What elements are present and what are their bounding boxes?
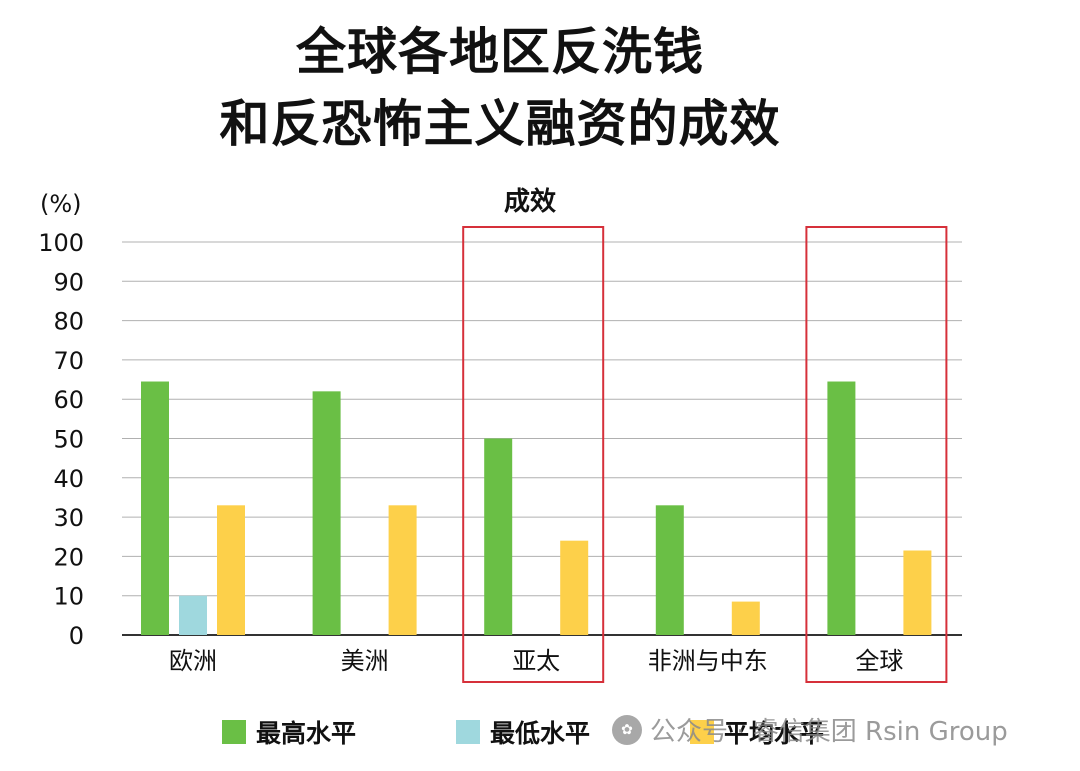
y-tick-label: 90 [53, 268, 84, 296]
x-tick-label: 亚太 [512, 647, 560, 675]
legend-label-average: 平均水平 [724, 719, 825, 748]
chart-subtitle: 成效 [504, 186, 556, 217]
x-tick-label: 美洲 [341, 647, 389, 675]
legend-swatch-lowest [456, 720, 480, 744]
bar [179, 595, 207, 635]
bar [388, 505, 417, 635]
wechat-icon: ✿ [612, 714, 642, 745]
bar [827, 381, 856, 635]
y-tick-label: 40 [53, 465, 84, 493]
bar [655, 505, 684, 635]
legend-swatch-highest [222, 720, 246, 744]
chart-title-line-2: 和反恐怖主义融资的成效 [219, 95, 781, 153]
highlight-box [805, 226, 948, 683]
x-tick-label: 全球 [855, 647, 903, 675]
bar [560, 540, 589, 635]
bar [484, 438, 513, 635]
y-tick-label: 0 [69, 622, 84, 650]
y-tick-label: 80 [53, 308, 84, 336]
bar [141, 381, 169, 635]
y-tick-label: 70 [53, 347, 84, 375]
bar [312, 391, 341, 635]
y-tick-label: 100 [38, 229, 84, 257]
bar [731, 601, 760, 635]
x-tick-label: 非洲与中东 [648, 647, 768, 675]
highlight-box [462, 226, 605, 683]
legend-swatch-average [690, 720, 714, 744]
y-tick-label: 60 [53, 386, 84, 414]
chart-title-line-1: 全球各地区反洗钱 [296, 23, 704, 81]
legend-label-highest: 最高水平 [256, 719, 357, 748]
x-tick-label: 欧洲 [169, 647, 217, 675]
legend-item-lowest: 最低水平 [456, 712, 590, 752]
y-tick-label: 10 [53, 583, 84, 611]
y-axis-unit-label: (%) [40, 190, 82, 218]
y-tick-label: 20 [53, 543, 84, 571]
legend-item-average: 平均水平 [690, 712, 824, 752]
legend-item-highest: 最高水平 [222, 712, 356, 752]
watermark-text: 公众号 · 睿信集团 Rsin Group [650, 717, 1008, 747]
y-tick-label: 50 [53, 426, 84, 454]
bar [217, 505, 245, 635]
legend-label-lowest: 最低水平 [490, 719, 591, 748]
y-tick-label: 30 [53, 504, 84, 532]
watermark: ✿ 公众号 · 睿信集团 Rsin Group [612, 711, 1008, 748]
bar [903, 550, 932, 635]
